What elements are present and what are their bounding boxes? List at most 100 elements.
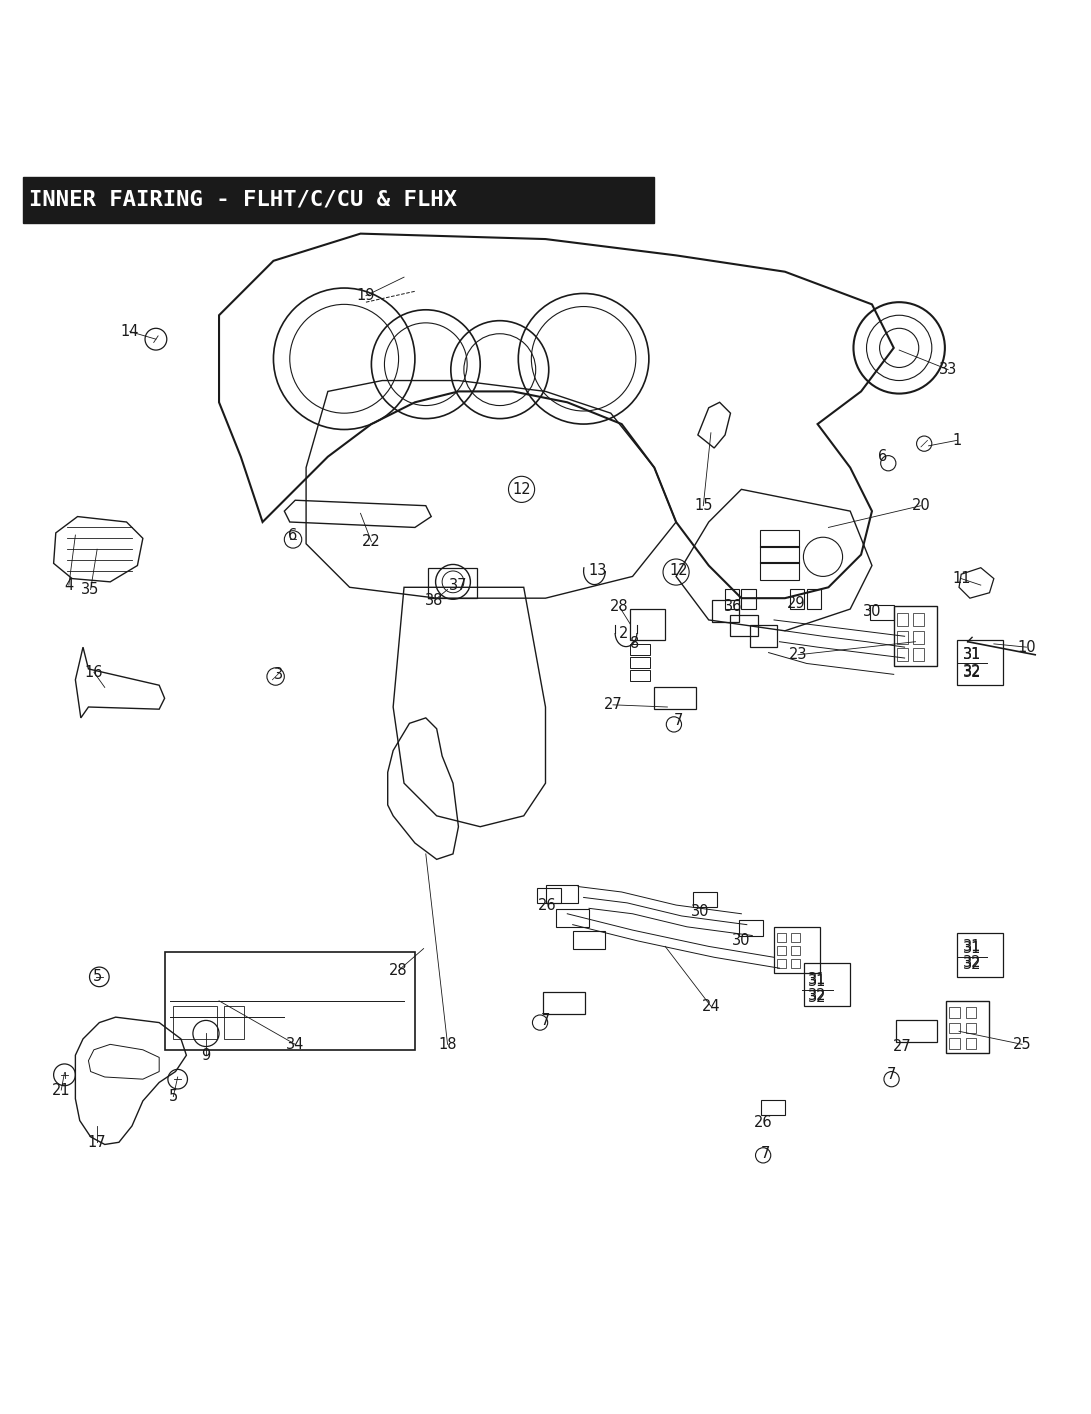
Text: 32: 32	[963, 957, 981, 973]
Bar	[894, 605, 937, 666]
Bar	[949, 1038, 960, 1049]
Text: 30: 30	[863, 604, 882, 619]
Text: 32: 32	[963, 665, 981, 680]
Bar	[631, 658, 650, 667]
Text: 7: 7	[673, 713, 683, 728]
Bar	[806, 590, 820, 609]
Bar	[791, 933, 800, 942]
Bar	[428, 567, 477, 598]
Bar	[759, 546, 799, 563]
Text: 27: 27	[603, 697, 622, 713]
Bar	[760, 1100, 784, 1116]
Text: 30: 30	[732, 933, 751, 949]
Text: 13: 13	[588, 563, 607, 578]
Bar	[957, 933, 1003, 977]
Text: 32: 32	[808, 990, 827, 1005]
Bar	[804, 963, 850, 1007]
Bar	[731, 615, 758, 636]
Bar	[896, 1021, 937, 1042]
Bar	[712, 601, 740, 622]
Text: 8: 8	[631, 636, 639, 652]
Bar	[173, 1007, 217, 1039]
Bar	[225, 1007, 244, 1039]
Text: 4: 4	[64, 578, 73, 592]
Bar	[946, 1001, 990, 1053]
Bar	[949, 1022, 960, 1034]
Text: 7: 7	[760, 1145, 770, 1161]
Text: 21: 21	[52, 1083, 71, 1097]
Text: 20: 20	[912, 498, 931, 513]
Text: 10: 10	[1017, 639, 1035, 655]
FancyBboxPatch shape	[23, 177, 655, 223]
Text: INNER FAIRING - FLHT/C/CU & FLHX: INNER FAIRING - FLHT/C/CU & FLHX	[28, 189, 457, 209]
Text: 31: 31	[963, 648, 981, 662]
Bar	[759, 530, 799, 547]
Bar	[791, 946, 800, 954]
Text: 38: 38	[425, 592, 444, 608]
Text: 34: 34	[286, 1036, 304, 1052]
Text: 28: 28	[389, 963, 408, 978]
Text: 11: 11	[952, 571, 971, 585]
Bar	[631, 643, 650, 655]
Text: 2: 2	[620, 625, 628, 641]
Text: 33: 33	[939, 362, 957, 378]
Bar	[546, 885, 578, 904]
Text: 32: 32	[963, 956, 981, 970]
Text: 31: 31	[963, 942, 981, 956]
Bar	[966, 1038, 976, 1049]
Bar	[573, 932, 606, 949]
Text: 25: 25	[1012, 1036, 1031, 1052]
Text: 7: 7	[541, 1012, 550, 1028]
Bar	[543, 993, 585, 1014]
Bar	[790, 590, 804, 609]
Bar	[759, 563, 799, 580]
Bar	[897, 648, 908, 662]
Bar	[957, 639, 1003, 686]
Text: 37: 37	[449, 578, 468, 592]
Text: 31: 31	[963, 939, 981, 954]
Bar	[631, 609, 666, 639]
Bar	[777, 946, 786, 954]
Text: 26: 26	[538, 898, 558, 912]
Text: 29: 29	[787, 597, 805, 611]
Text: 23: 23	[789, 648, 807, 662]
Text: 27: 27	[894, 1039, 912, 1053]
Text: 17: 17	[88, 1135, 107, 1150]
Text: 31: 31	[963, 648, 981, 662]
Bar	[913, 648, 924, 662]
Text: 22: 22	[362, 534, 381, 549]
Bar	[966, 1022, 976, 1034]
Bar	[742, 590, 756, 609]
Text: 6: 6	[878, 450, 887, 464]
Text: 24: 24	[702, 998, 720, 1014]
Text: 9: 9	[202, 1048, 211, 1063]
Text: 7: 7	[887, 1068, 896, 1082]
Bar	[777, 933, 786, 942]
Text: 15: 15	[694, 498, 712, 513]
Bar	[870, 605, 894, 619]
Text: 26: 26	[754, 1116, 772, 1130]
Bar	[897, 631, 908, 643]
Text: 3: 3	[274, 667, 284, 682]
Text: 31: 31	[808, 971, 827, 987]
Text: 12: 12	[669, 563, 687, 578]
Text: 31: 31	[808, 974, 827, 988]
Bar	[740, 921, 763, 936]
Bar	[777, 960, 786, 969]
Bar	[655, 687, 696, 710]
Text: 36: 36	[723, 600, 742, 615]
Bar	[774, 926, 819, 973]
Bar	[694, 892, 718, 908]
Text: 32: 32	[963, 663, 981, 679]
Text: 5: 5	[169, 1089, 178, 1104]
Bar	[966, 1007, 976, 1018]
Text: 30: 30	[691, 904, 709, 919]
Text: 6: 6	[288, 527, 298, 543]
Bar	[537, 888, 561, 904]
Bar	[913, 614, 924, 626]
Bar	[556, 909, 589, 926]
Bar	[165, 952, 415, 1049]
Bar	[949, 1007, 960, 1018]
Text: 14: 14	[120, 324, 139, 339]
Bar	[726, 590, 740, 609]
